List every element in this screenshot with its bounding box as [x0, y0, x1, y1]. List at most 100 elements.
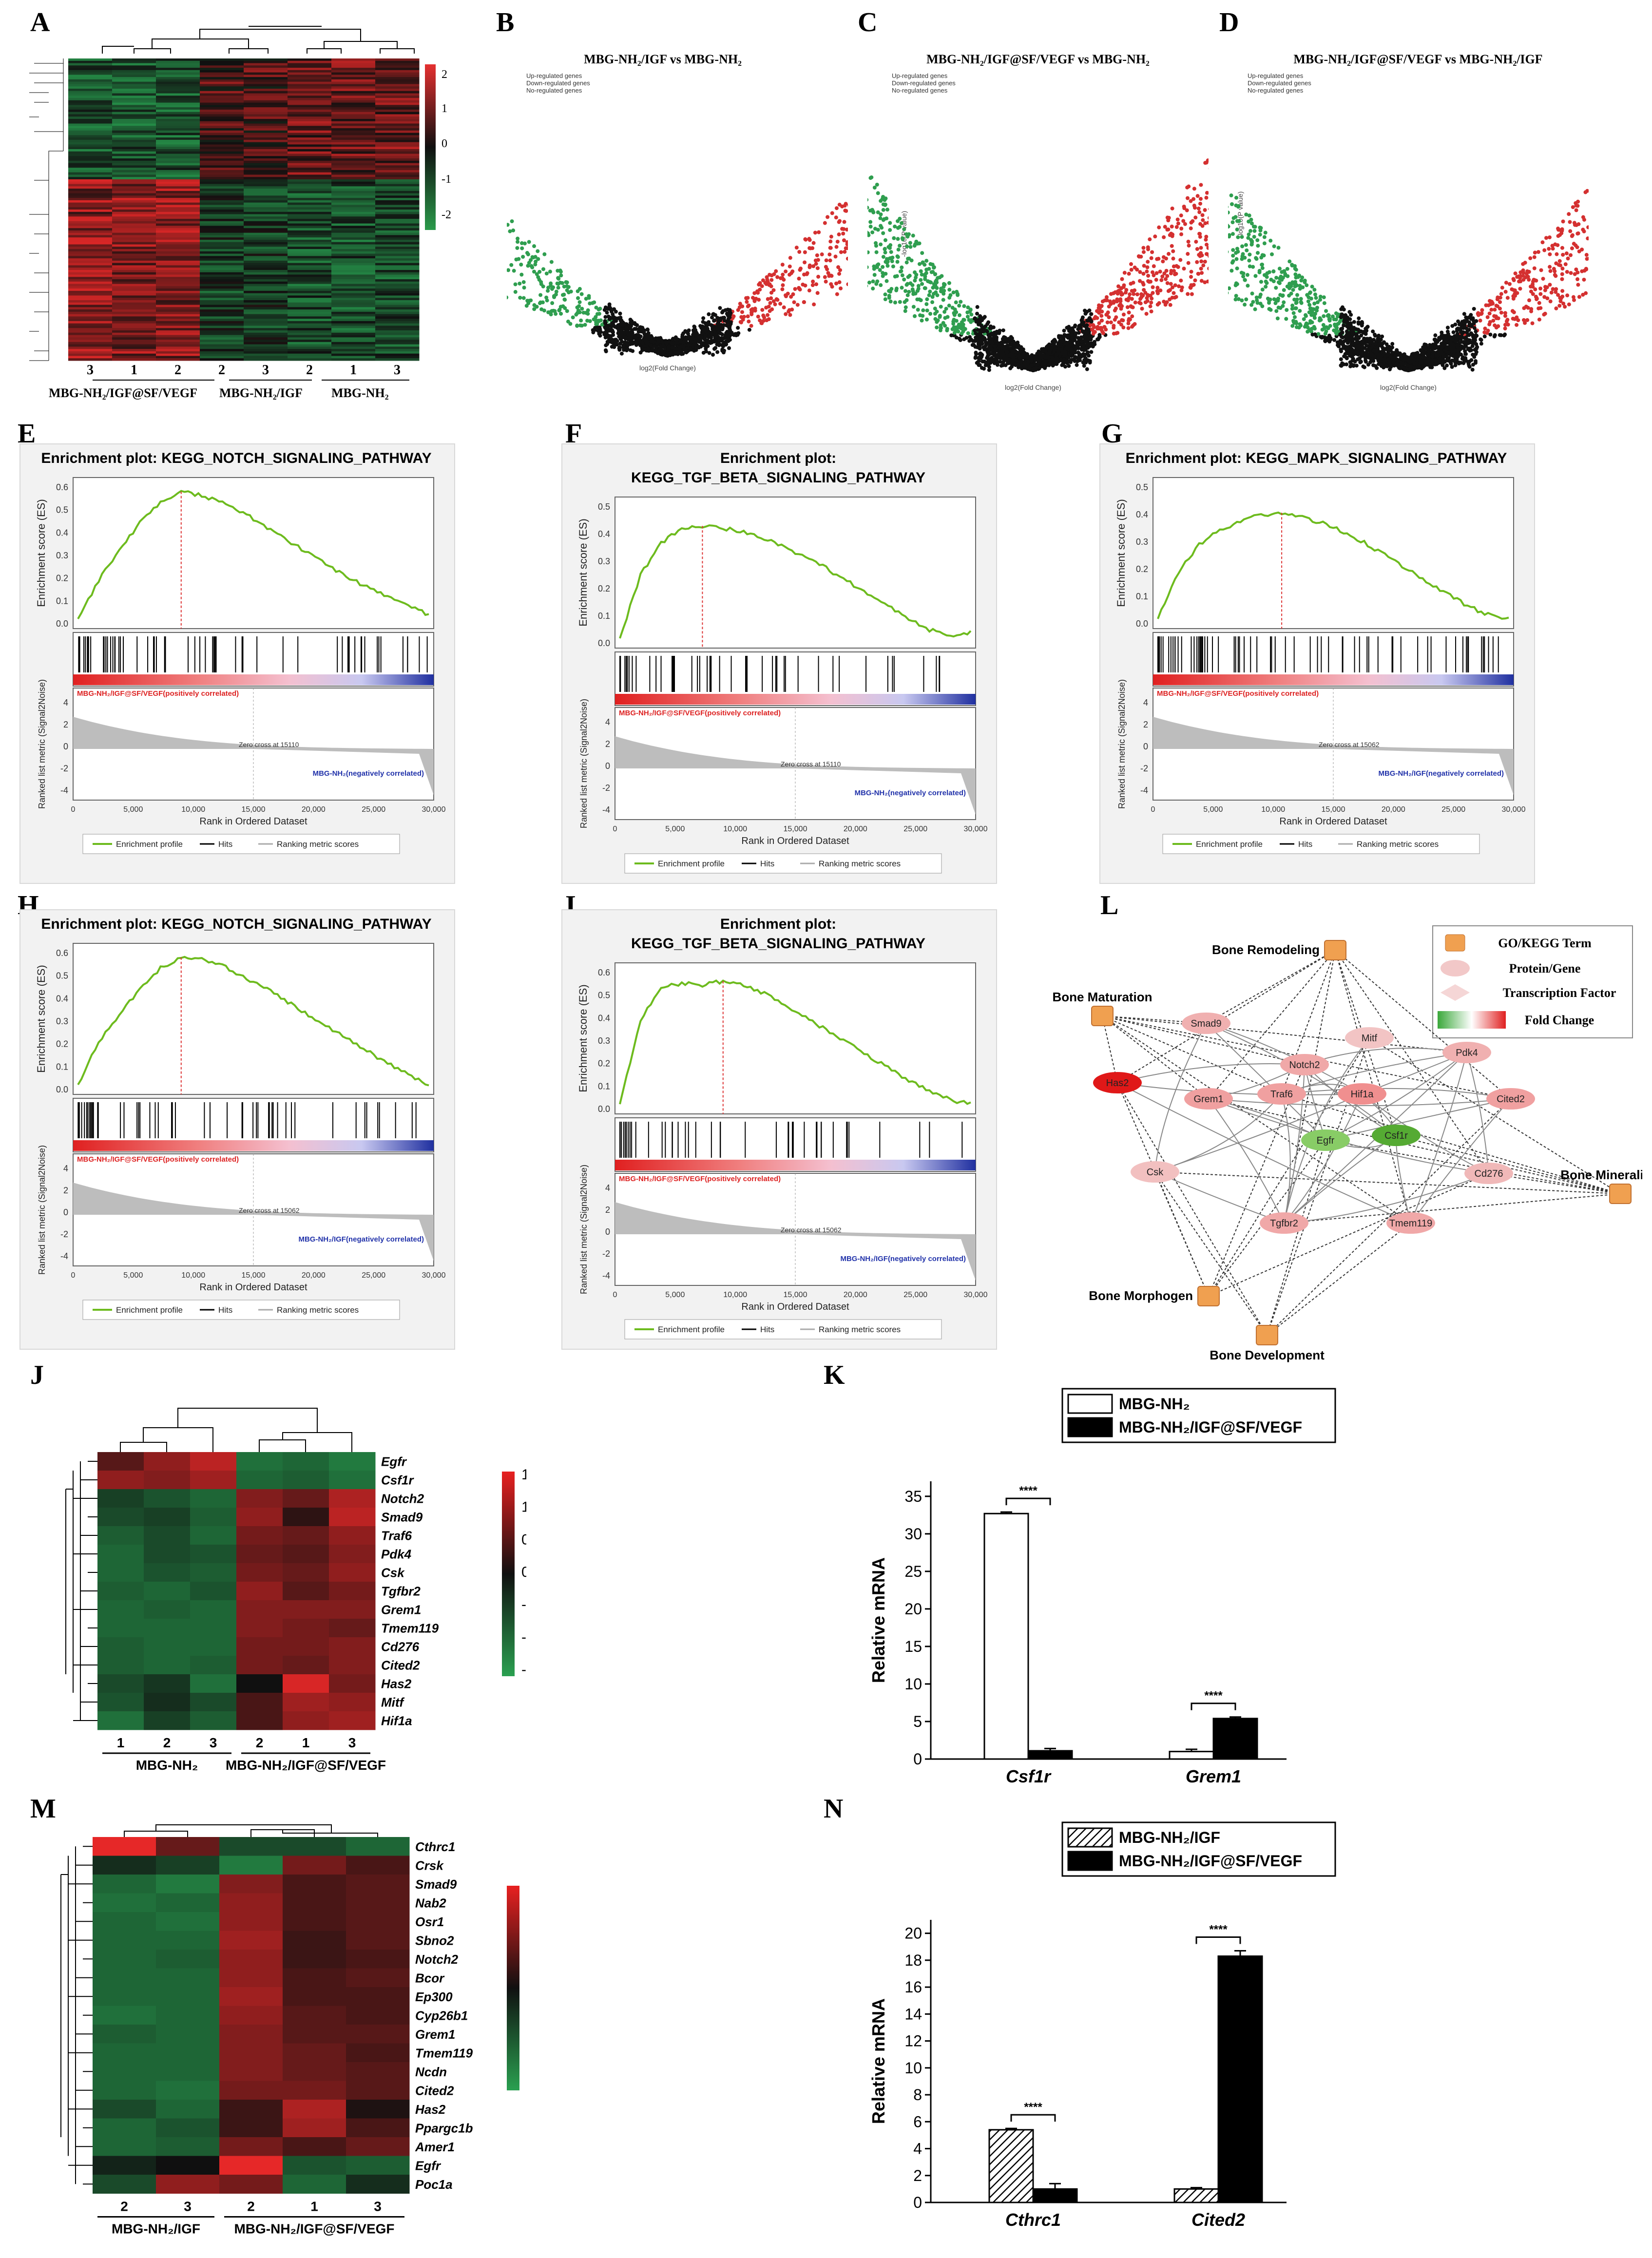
- heatmap-a-cell: [375, 300, 420, 303]
- heatmap-a-cell: [68, 72, 113, 75]
- heatmap-a-cell: [156, 223, 200, 226]
- heatmap-a-cell: [112, 193, 156, 196]
- volcano-point: [975, 305, 980, 309]
- heatmap-a-cell: [112, 260, 156, 264]
- heatmap-a-cell: [288, 253, 332, 256]
- volcano-point: [1078, 326, 1083, 330]
- heatmap-a-cell: [68, 191, 113, 194]
- heatmap-a-cell: [68, 226, 113, 229]
- volcano-point: [870, 230, 875, 234]
- volcano-point: [1129, 282, 1133, 286]
- heatmap-a-cell: [288, 116, 332, 119]
- volcano-point: [641, 341, 645, 345]
- heatmap-a-cell: [112, 290, 156, 294]
- volcano-point: [1005, 344, 1009, 349]
- volcano-b-legend-down: Down-regulated genes: [526, 79, 590, 87]
- heatmap-a-cell: [288, 151, 332, 154]
- heatmap-a-cell: [331, 328, 376, 331]
- heatmap-a-cell: [112, 81, 156, 84]
- volcano-point: [1170, 224, 1174, 229]
- volcano-point: [1162, 271, 1167, 276]
- volcano-point: [1040, 362, 1045, 366]
- heatmap-a-cell: [156, 353, 200, 356]
- volcano-point: [935, 320, 939, 324]
- heatmap-a-cell: [156, 305, 200, 307]
- volcano-point: [715, 316, 720, 320]
- heatmap-a-cell: [331, 172, 376, 175]
- volcano-point: [867, 231, 870, 235]
- volcano-point: [620, 332, 624, 336]
- heatmap-a-cell: [288, 100, 332, 103]
- heatmap-a-cell: [288, 223, 332, 226]
- heatmap-a-cell: [288, 240, 332, 243]
- heatmap-a-cell: [200, 210, 244, 212]
- heatmap-a-cell: [156, 351, 200, 354]
- volcano-point: [760, 307, 765, 312]
- heatmap-a-cell: [375, 81, 420, 84]
- heatmap-a-cell: [112, 121, 156, 124]
- heatmap-a-cell: [375, 68, 420, 71]
- heatmap-a-cell: [112, 251, 156, 254]
- heatmap-a-cell: [375, 265, 420, 268]
- heatmap-a-cell: [68, 223, 113, 226]
- volcano-point: [1012, 341, 1017, 345]
- heatmap-a-cell: [244, 189, 288, 191]
- heatmap-a-cell: [331, 126, 376, 129]
- volcano-point: [843, 249, 847, 254]
- heatmap-a-cell: [288, 181, 332, 185]
- heatmap-a-cell: [156, 189, 200, 191]
- heatmap-a-cell: [200, 100, 244, 103]
- volcano-point: [758, 318, 762, 323]
- heatmap-a-cell: [331, 70, 376, 73]
- heatmap-a-cell: [331, 105, 376, 108]
- heatmap-a-cell: [288, 58, 332, 61]
- volcano-point: [803, 237, 807, 241]
- heatmap-a-cell: [200, 244, 244, 247]
- heatmap-a-cell: [375, 295, 420, 298]
- heatmap-a-cell: [375, 198, 420, 201]
- heatmap-a-cell: [112, 139, 156, 143]
- volcano-point: [1115, 289, 1120, 294]
- volcano-point: [967, 318, 971, 322]
- volcano-point: [603, 315, 608, 319]
- volcano-point: [673, 346, 677, 350]
- volcano-point: [919, 298, 923, 303]
- volcano-point: [1115, 299, 1119, 304]
- heatmap-a-cell: [375, 189, 420, 191]
- heatmap-a-cell: [288, 89, 332, 92]
- heatmap-a-cell: [288, 281, 332, 285]
- heatmap-a-cell: [112, 189, 156, 191]
- heatmap-a-cell: [156, 70, 200, 73]
- volcano-point: [1083, 308, 1087, 313]
- heatmap-a-cell: [375, 153, 420, 156]
- heatmap-a-cell: [156, 211, 200, 215]
- heatmap-a-cell: [200, 137, 244, 140]
- heatmap-a-group-label: MBG-NH₂/IGF: [219, 386, 303, 400]
- volcano-point: [1085, 367, 1089, 371]
- volcano-point: [839, 286, 843, 290]
- volcano-point: [816, 258, 820, 262]
- volcano-c-legend-up: Up-regulated genes: [892, 72, 948, 79]
- heatmap-a-cell: [375, 112, 420, 115]
- volcano-point: [823, 221, 827, 225]
- heatmap-a-cell: [112, 337, 156, 340]
- volcano-point: [706, 338, 710, 343]
- heatmap-a-cell: [68, 200, 113, 203]
- heatmap-a-cell: [200, 277, 244, 280]
- volcano-point: [574, 312, 578, 317]
- volcano-point: [625, 330, 630, 334]
- heatmap-a-cell: [375, 251, 420, 254]
- heatmap-a-cell: [288, 290, 332, 294]
- heatmap-a-cell: [68, 100, 113, 103]
- heatmap-a-cell: [156, 102, 200, 105]
- volcano-point: [810, 283, 815, 287]
- volcano-point: [1126, 326, 1131, 330]
- heatmap-a-cell: [288, 309, 332, 312]
- heatmap-a-cell: [288, 228, 332, 231]
- heatmap-a-cell: [68, 207, 113, 210]
- heatmap-a-cell: [112, 358, 156, 361]
- volcano-point: [930, 300, 935, 305]
- heatmap-a-cell: [375, 258, 420, 261]
- heatmap-a-cell: [244, 226, 288, 229]
- heatmap-a-cell: [200, 281, 244, 285]
